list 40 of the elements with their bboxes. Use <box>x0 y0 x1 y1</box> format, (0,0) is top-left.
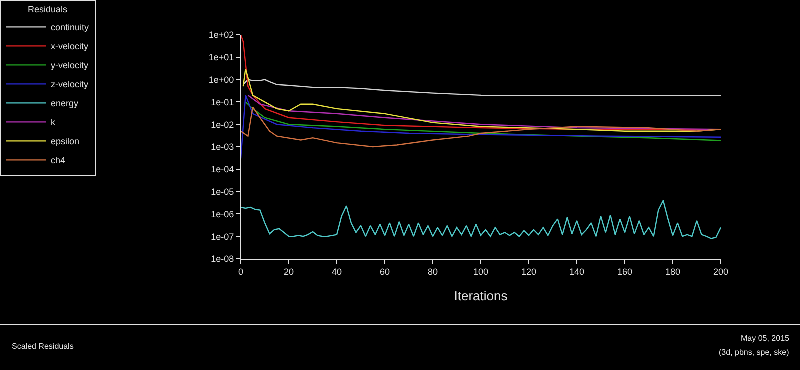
line-series <box>241 94 721 160</box>
y-tick-label: 1e-04 <box>211 164 234 175</box>
y-tick-label: 1e-06 <box>211 209 234 220</box>
legend-label: x-velocity <box>51 42 90 52</box>
legend-title: Residuals <box>28 4 68 15</box>
y-tick-label: 1e-08 <box>211 254 234 264</box>
x-tick-label: 100 <box>473 266 489 277</box>
legend-label: z-velocity <box>51 80 90 90</box>
x-tick-label: 200 <box>713 266 729 277</box>
line-series <box>242 79 721 97</box>
y-tick-label: 1e+01 <box>208 52 234 63</box>
legend-label: ch4 <box>51 156 66 166</box>
legend-label: y-velocity <box>51 60 90 71</box>
text: (3d, pbns, spe, ske) <box>719 348 790 357</box>
x-tick-label: 80 <box>428 266 438 277</box>
legend-label: k <box>51 118 56 128</box>
x-tick-label: 140 <box>569 266 585 277</box>
x-tick-label: 120 <box>521 266 537 277</box>
x-tick-label: 180 <box>665 266 681 277</box>
x-tick-label: 0 <box>238 266 244 277</box>
legend-label: continuity <box>51 22 90 33</box>
y-tick-label: 1e-07 <box>211 232 234 242</box>
x-tick-label: 60 <box>380 266 390 277</box>
line-series <box>241 106 721 148</box>
legend-label: energy <box>51 98 80 109</box>
line-series <box>241 200 721 240</box>
x-axis-title: Iterations <box>454 288 508 304</box>
y-tick-label: 1e-01 <box>211 97 234 108</box>
y-tick-label: 1e-05 <box>211 186 234 197</box>
x-tick-label: 160 <box>617 266 633 277</box>
x-tick-label: 40 <box>332 266 342 277</box>
y-tick-label: 1e+02 <box>208 30 234 40</box>
x-tick-label: 20 <box>284 266 294 277</box>
legend-label: epsilon <box>51 136 80 147</box>
line-series <box>245 102 721 142</box>
text: Scaled Residuals <box>12 342 74 351</box>
text: May 05, 2015 <box>741 334 790 343</box>
y-tick-label: 1e-02 <box>211 120 234 130</box>
y-tick-label: 1e-03 <box>211 142 234 152</box>
y-tick-label: 1e+00 <box>208 74 234 85</box>
